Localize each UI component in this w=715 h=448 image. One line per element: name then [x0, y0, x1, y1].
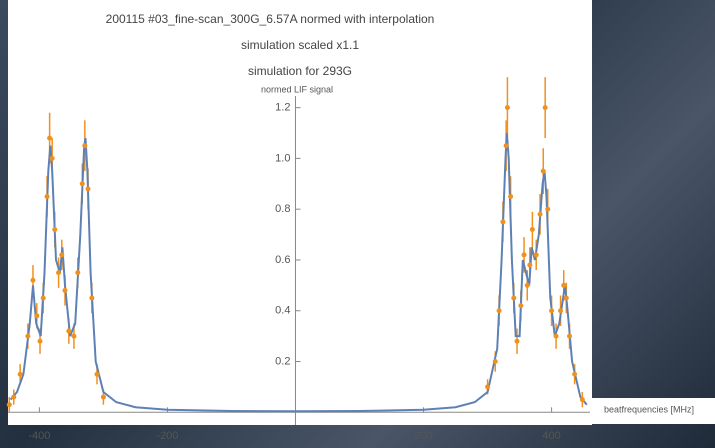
- data-point: [527, 262, 533, 268]
- data-point: [485, 384, 491, 390]
- data-point: [492, 359, 498, 365]
- simulation-line: [9, 132, 588, 413]
- data-point: [545, 206, 551, 212]
- x-tick-label: 200: [414, 430, 432, 442]
- data-point: [25, 333, 31, 339]
- y-tick-label: 0.4: [275, 305, 290, 317]
- data-point: [47, 135, 53, 141]
- x-axis-label: beatfrequencies [MHz]: [604, 404, 694, 414]
- data-point: [17, 371, 23, 377]
- data-point: [549, 308, 555, 314]
- data-point: [71, 333, 77, 339]
- data-point: [572, 371, 578, 377]
- data-point: [542, 105, 548, 111]
- data-point: [6, 402, 12, 408]
- data-point: [62, 287, 68, 293]
- data-point: [508, 193, 514, 199]
- x-tick-label: -200: [156, 430, 178, 442]
- data-point: [504, 105, 510, 111]
- data-point: [82, 143, 88, 149]
- x-tick-label: -400: [28, 430, 50, 442]
- data-point: [567, 333, 573, 339]
- data-point: [558, 308, 564, 314]
- data-point: [511, 295, 517, 301]
- data-point: [537, 211, 543, 217]
- data-point: [553, 333, 559, 339]
- data-point: [34, 313, 40, 319]
- x-tick-label: 400: [542, 430, 560, 442]
- data-point: [503, 143, 509, 149]
- data-point: [500, 219, 506, 225]
- data-point: [94, 371, 100, 377]
- data-point: [85, 186, 91, 192]
- y-tick-label: 0.6: [275, 254, 290, 266]
- data-point: [533, 252, 539, 258]
- data-point: [563, 295, 569, 301]
- data-point: [79, 181, 85, 187]
- data-point: [11, 394, 17, 400]
- chart-subtitle: simulation for 293G: [248, 64, 352, 78]
- data-point: [100, 394, 106, 400]
- y-tick-label: 0.2: [275, 355, 290, 367]
- data-point: [44, 193, 50, 199]
- data-point: [496, 308, 502, 314]
- data-point: [518, 303, 524, 309]
- data-point: [521, 252, 527, 258]
- data-point: [540, 168, 546, 174]
- data-point: [49, 155, 55, 161]
- chart-subtitle: simulation scaled x1.1: [241, 38, 359, 52]
- data-point: [529, 226, 535, 232]
- data-point: [59, 252, 65, 258]
- y-tick-label: 0.8: [275, 203, 290, 215]
- data-point: [40, 295, 46, 301]
- y-tick-label: 1.2: [275, 102, 290, 114]
- data-point: [75, 270, 81, 276]
- label-background: [592, 398, 715, 424]
- data-point: [37, 338, 43, 344]
- data-point: [56, 270, 62, 276]
- data-point: [514, 338, 520, 344]
- data-point: [89, 295, 95, 301]
- y-axis-label: normed LIF signal: [261, 84, 333, 94]
- chart-title: 200115 #03_fine-scan_300G_6.57A normed w…: [106, 12, 435, 26]
- data-point: [524, 282, 530, 288]
- data-point: [52, 226, 58, 232]
- y-tick-label: 1.0: [275, 152, 290, 164]
- data-point: [579, 397, 585, 403]
- data-point: [30, 277, 36, 283]
- data-point: [561, 282, 567, 288]
- data-point: [66, 328, 72, 334]
